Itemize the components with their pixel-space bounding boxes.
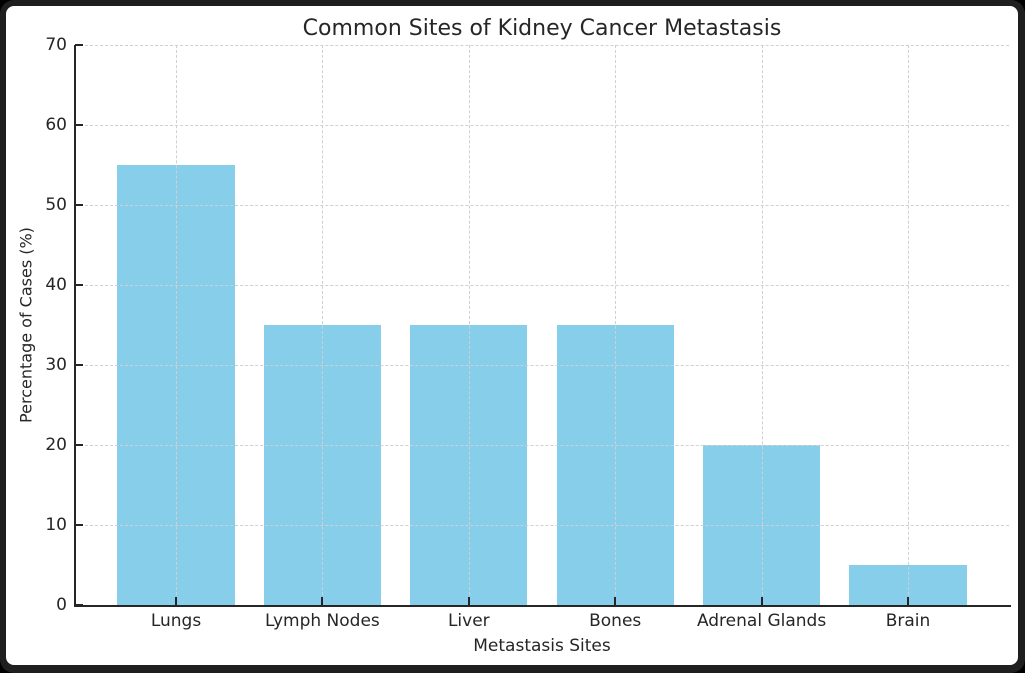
y-tick-label-0: 0 [56, 595, 67, 615]
x-tick-label-brain: Brain [885, 611, 931, 631]
y-tick-label-30: 30 [45, 355, 67, 375]
y-tick-label-50: 50 [45, 195, 67, 215]
x-tick-label-lungs: Lungs [150, 611, 202, 631]
x-tick-label-lymph-nodes: Lymph Nodes [265, 611, 380, 631]
gridline-horizontal [75, 45, 1009, 46]
gridline-horizontal [75, 205, 1009, 206]
x-tick-label-bones: Bones [589, 611, 642, 631]
y-tick-label-40: 40 [45, 275, 67, 295]
y-tick-mark [75, 444, 83, 446]
chart-title: Common Sites of Kidney Cancer Metastasis [302, 16, 782, 41]
y-tick-mark [75, 524, 83, 526]
x-tick-label-liver: Liver [447, 611, 490, 631]
x-tick-mark [760, 597, 763, 605]
y-tick-mark [75, 44, 83, 46]
y-axis-label: Percentage of Cases (%) [16, 227, 36, 423]
y-tick-label-60: 60 [45, 115, 67, 135]
gridline-vertical [907, 45, 909, 605]
gridline-vertical [615, 45, 617, 605]
gridline-vertical [176, 45, 177, 605]
x-tick-mark [906, 597, 909, 605]
y-tick-mark [75, 204, 83, 206]
bar-bones [556, 325, 674, 605]
y-tick-label-10: 10 [45, 515, 67, 535]
gridline-vertical [322, 45, 324, 605]
gridline-vertical [468, 45, 470, 605]
gridline-horizontal [75, 525, 1009, 526]
x-tick-mark [614, 597, 617, 605]
bar-liver [410, 325, 528, 605]
y-tick-mark [75, 364, 83, 366]
bar-lymph-nodes [263, 325, 381, 605]
y-tick-label-70: 70 [45, 35, 67, 55]
x-tick-mark [467, 597, 470, 605]
gridline-horizontal [75, 285, 1009, 286]
x-tick-mark [175, 597, 177, 605]
gridline-horizontal [75, 445, 1009, 446]
gridline-horizontal [75, 125, 1009, 126]
gridline-vertical [761, 45, 763, 605]
y-tick-mark [75, 604, 83, 606]
y-tick-label-20: 20 [45, 435, 67, 455]
x-axis-label: Metastasis Sites [473, 636, 611, 656]
x-tick-label-adrenal-glands: Adrenal Glands [696, 611, 827, 631]
y-tick-mark [75, 124, 83, 126]
x-tick-mark [321, 597, 324, 605]
y-tick-mark [75, 284, 83, 286]
gridline-horizontal [75, 365, 1009, 366]
